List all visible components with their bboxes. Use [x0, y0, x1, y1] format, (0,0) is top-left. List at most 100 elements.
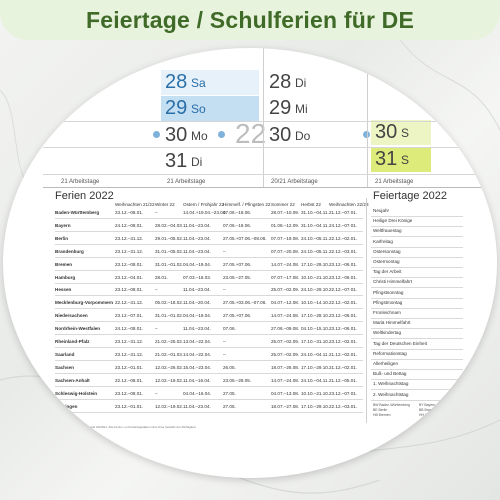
- day-number: 30: [269, 124, 292, 146]
- table-cell: 31.10.–04.11.: [301, 222, 329, 228]
- column-divider: [263, 48, 264, 188]
- table-cell: 07.06.–18.06.: [223, 210, 252, 215]
- day-name: S: [401, 126, 410, 140]
- table-cell: 11.04.–16.04.: [183, 377, 211, 383]
- state-name: Saarland: [55, 351, 75, 357]
- table-cell: 23.12.–06.01.: [329, 261, 358, 267]
- state-name: Bremen: [55, 261, 73, 267]
- table-cell: 17.10.–31.10.: [301, 339, 330, 344]
- calendar-disc: 28 Sa 29 So 30 Mo 31 Di 22 28 Di: [3, 48, 497, 478]
- list-item: Weltkindertag: [371, 328, 463, 340]
- table-cell: 15.04.–23.04.: [183, 364, 212, 370]
- table-cell: 24.10.–29.10.: [301, 287, 330, 293]
- table-cell: 25.07.–02.09.: [271, 351, 300, 357]
- table-cell: 12.02.–19.02.: [155, 377, 184, 383]
- table-cell: 13.04.–22.04.: [183, 339, 212, 344]
- table-row: Brandenburg 23.12.–31.12. 31.01.–05.02. 11.…: [55, 247, 363, 258]
- table-cell: 23.12.–07.01.: [329, 390, 358, 396]
- day-name: S: [401, 153, 410, 167]
- table-cell: 24.10.–05.11.: [301, 248, 329, 254]
- table-cell: 22.12.–07.01.: [329, 287, 358, 293]
- table-cell: –: [155, 287, 158, 293]
- day-number: 30: [165, 124, 188, 146]
- table-cell: –: [223, 287, 226, 293]
- day-cell: 28 Sa: [161, 70, 259, 95]
- table-cell: 11.04.–23.04.: [183, 326, 211, 332]
- table-cell: 17.10.–29.10.: [301, 403, 330, 409]
- day-cell: 30 S: [371, 120, 431, 145]
- table-cell: 04.04.–19.04.: [183, 313, 212, 319]
- table-cell: 27.05.+03.06.–07.06.: [223, 300, 267, 306]
- ferien-title: Ferien 2022: [55, 190, 114, 202]
- table-cell: 10.10.–21.10.: [301, 390, 330, 396]
- legend-entry: HH Hamburg: [419, 413, 439, 417]
- table-cell: 22.12.–31.12.: [115, 300, 144, 306]
- table-cell: 22.12.–02.01.: [329, 235, 358, 241]
- table-cell: 21.12.–05.01.: [329, 377, 358, 383]
- title-banner: Feiertage / Schulferien für DE: [0, 0, 500, 40]
- list-item: Heilige Drei Könige: [371, 216, 463, 228]
- table-cell: 25.07.–02.09.: [271, 339, 300, 344]
- day-cell: 29 Mi: [265, 96, 361, 121]
- table-row: Berlin 23.12.–31.12. 29.01.–05.02. 11.04.–2…: [55, 234, 363, 245]
- table-row: Thüringen 23.12.–01.01. 12.02.–19.02. 11.04…: [55, 402, 363, 413]
- column-header: Winter 22: [155, 202, 175, 207]
- day-cell: 31 S: [371, 147, 431, 172]
- list-item: 2. Weihnachtstag: [371, 390, 463, 401]
- table-cell: 21.12.–02.01.: [329, 351, 358, 357]
- list-item: Fronleichnam: [371, 308, 463, 319]
- day-name: Di: [295, 76, 307, 90]
- holiday-name: Christi Himmelfahrt: [373, 279, 413, 285]
- state-name: Bayern: [55, 222, 71, 228]
- day-name: Di: [191, 155, 203, 169]
- table-cell: 28.02.–04.03.: [155, 222, 184, 228]
- table-cell: 31.01.–05.02.: [155, 248, 184, 254]
- day-cell: 28 Di: [265, 70, 361, 95]
- list-item: Neujahr: [371, 206, 463, 217]
- table-cell: 07.06.–18.06.: [223, 222, 252, 228]
- table-cell: 23.12.–04.01.: [115, 274, 144, 280]
- state-name: Nordrhein-Westfalen: [55, 326, 101, 332]
- list-item: Tag der Arbeit: [371, 267, 463, 279]
- row-divider: [43, 121, 493, 122]
- table-cell: 31.01.–01.02.: [155, 261, 184, 267]
- day-name: Sa: [191, 76, 206, 90]
- day-name: So: [191, 102, 206, 116]
- table-row: Sachsen-Anhalt 22.12.–08.01. 12.02.–19.02.…: [55, 376, 363, 387]
- arbeitstage-label: 21 Arbeitstage: [61, 179, 100, 185]
- week-number: 22: [235, 118, 267, 149]
- state-name: Sachsen: [55, 364, 74, 370]
- state-name: Baden-Württemberg: [55, 210, 100, 215]
- footnote: Angaben ohne Gewähr. Stand 02/2021. Alle…: [55, 425, 197, 429]
- table-cell: 18.07.–27.08.: [271, 403, 300, 409]
- state-name: Thüringen: [55, 403, 78, 409]
- table-cell: 23.12.–31.12.: [115, 351, 144, 357]
- table-cell: 23.05.–27.05.: [223, 274, 252, 280]
- holiday-name: Tag der Arbeit: [373, 269, 402, 275]
- table-cell: 14.04.–22.04.: [183, 351, 212, 357]
- holiday-name: 2. Weihnachtstag: [373, 391, 409, 397]
- feiertage-title: Feiertage 2022: [373, 190, 447, 202]
- list-item: Pfingstsonntag: [371, 288, 463, 299]
- table-cell: 23.12.–06.01.: [329, 313, 358, 319]
- table-cell: –: [223, 339, 226, 344]
- table-cell: 11.04.–23.04.: [183, 403, 211, 409]
- column-header: Sommer 22: [271, 202, 295, 207]
- table-cell: 29.01.–05.02.: [155, 235, 184, 241]
- table-cell: 23.12.–08.01.: [115, 261, 144, 267]
- holiday-name: Weltkindertag: [373, 330, 402, 336]
- table-cell: 23.12.–01.01.: [115, 364, 144, 370]
- list-item: Ostersonntag: [371, 247, 463, 258]
- list-item: Buß- und Bettag: [371, 369, 463, 381]
- day-cell: 30 Do: [265, 123, 361, 148]
- table-cell: 21.12.–02.01.: [329, 364, 358, 370]
- table-cell: 11.04.–20.04.: [183, 300, 211, 306]
- table-cell: 04.07.–13.08.: [271, 390, 300, 396]
- row-divider: [43, 147, 493, 148]
- table-cell: 23.12.–31.12.: [115, 339, 144, 344]
- page-title: Feiertage / Schulferien für DE: [85, 7, 415, 33]
- table-cell: –: [223, 351, 226, 357]
- table-cell: 21.12.–07.01.: [329, 210, 358, 215]
- holiday-name: Weltfrauentag: [373, 228, 402, 234]
- table-cell: 04.10.–15.10.: [301, 326, 330, 332]
